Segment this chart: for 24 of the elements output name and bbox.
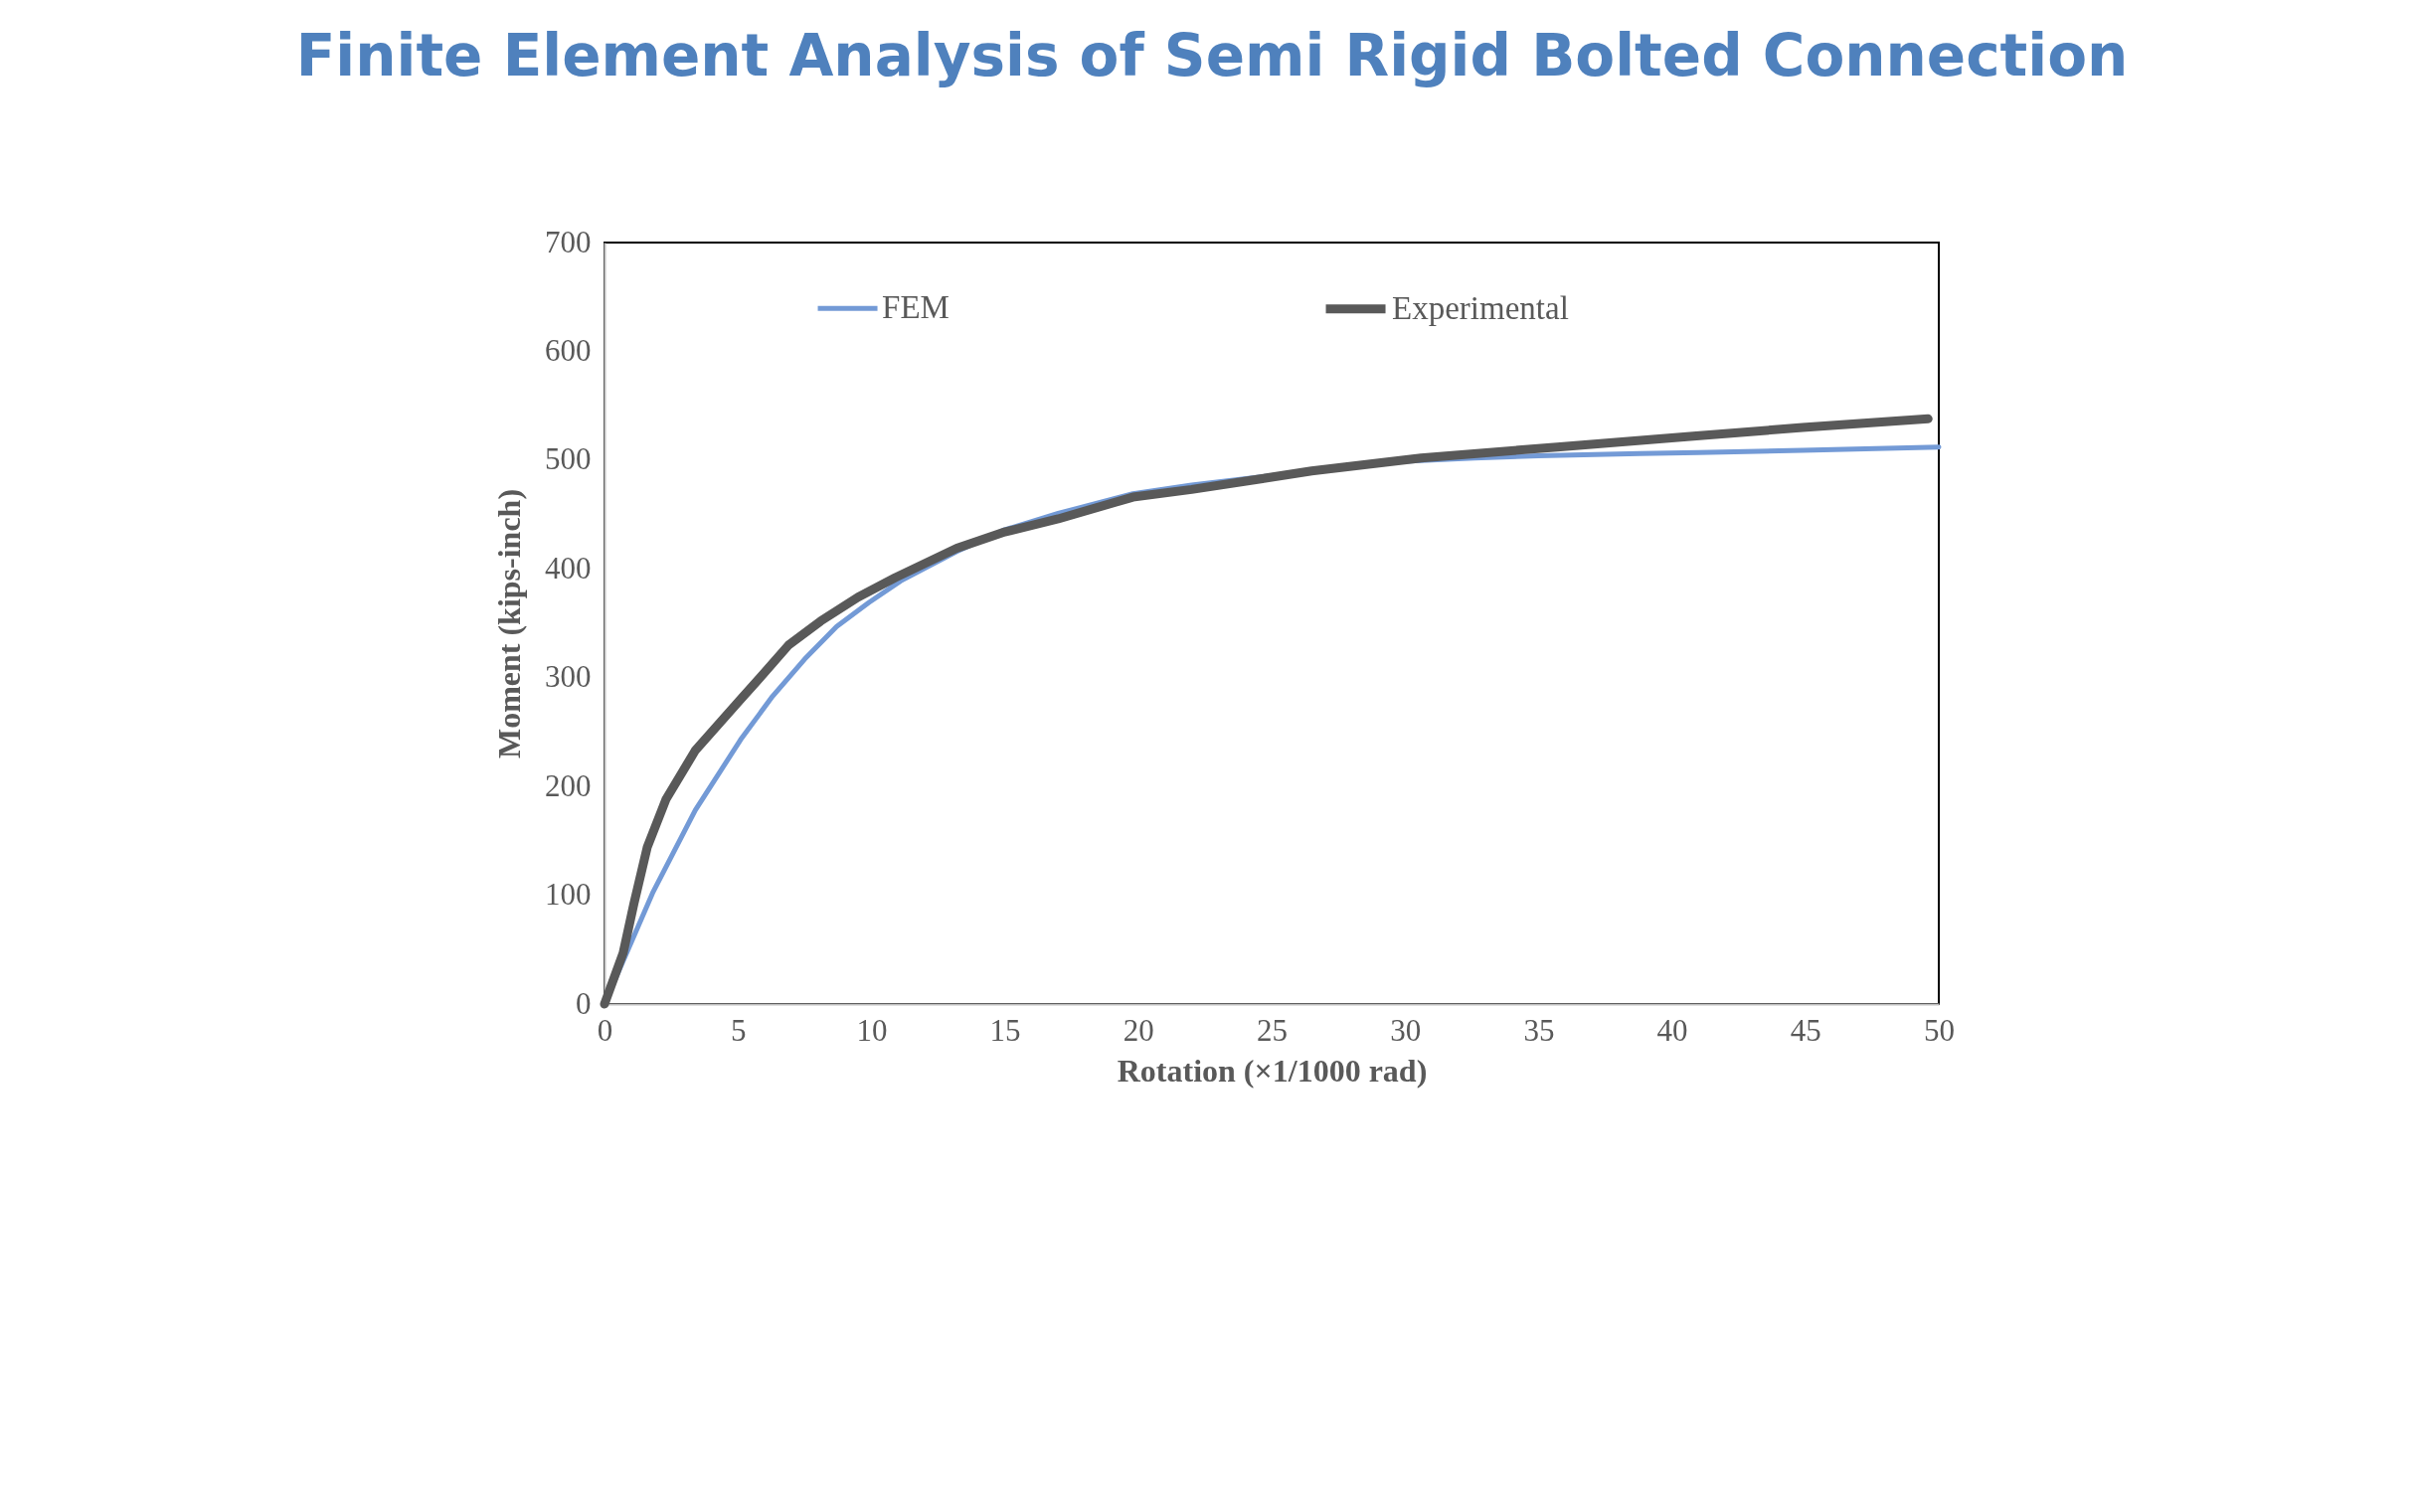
y-tick-label: 200 (545, 767, 592, 803)
x-tick-label: 5 (730, 1012, 747, 1048)
x-tick-label: 10 (856, 1012, 888, 1048)
y-tick-label: 300 (545, 659, 592, 695)
x-tick-label: 0 (597, 1012, 613, 1048)
y-tick-label: 400 (545, 550, 592, 586)
x-axis-title: Rotation (×1/1000 rad) (1117, 1052, 1428, 1089)
x-tick-label: 50 (1924, 1012, 1955, 1048)
x-tick-label: 45 (1790, 1012, 1821, 1048)
x-tick-label: 30 (1390, 1012, 1422, 1048)
y-tick-label: 0 (576, 985, 592, 1021)
legend-label: Experimental (1392, 289, 1569, 326)
x-tick-label: 20 (1123, 1012, 1154, 1048)
y-tick-label: 500 (545, 441, 592, 477)
x-tick-label: 25 (1257, 1012, 1288, 1048)
x-tick-label: 40 (1656, 1012, 1688, 1048)
y-tick-label: 100 (545, 877, 592, 913)
x-tick-label: 35 (1523, 1012, 1555, 1048)
y-axis-title: Moment (kips-inch) (491, 488, 527, 759)
chart-title: Finite Element Analysis of Semi Rigid Bolted Connection (295, 22, 2129, 89)
y-tick-label: 600 (545, 332, 592, 368)
x-tick-label: 15 (989, 1012, 1021, 1048)
legend-label: FEM (882, 289, 950, 326)
y-tick-label: 700 (545, 224, 592, 259)
